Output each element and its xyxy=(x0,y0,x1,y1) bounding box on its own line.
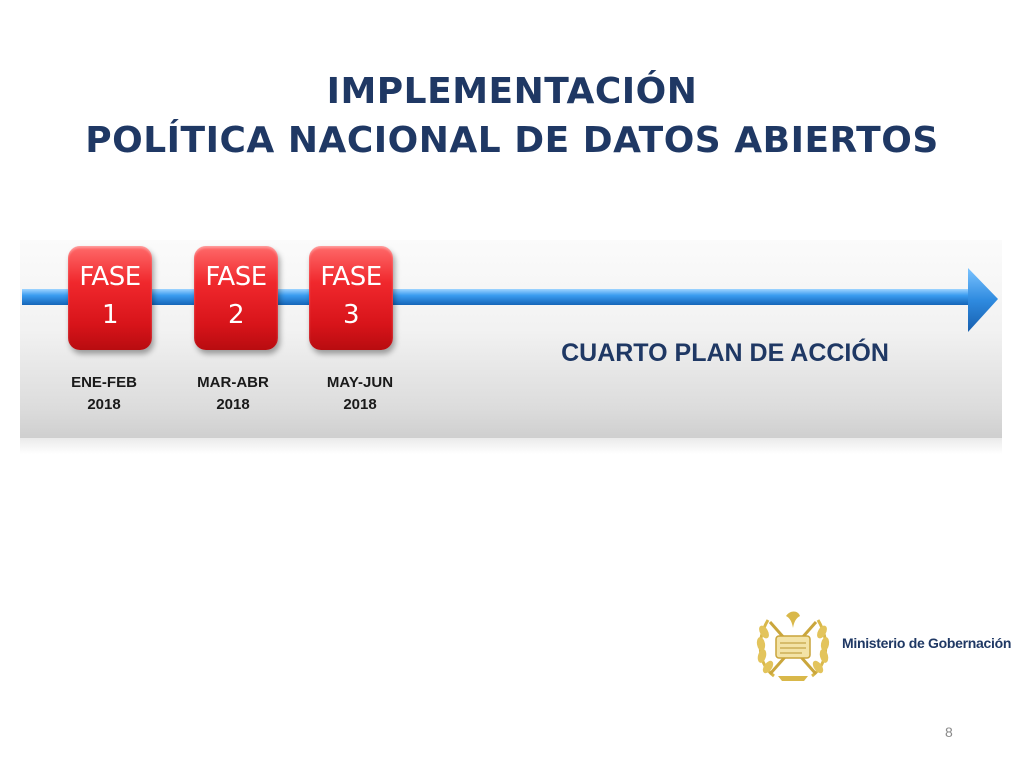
ministry-name: Ministerio de Gobernación xyxy=(842,635,1012,651)
phase-2-number: 2 xyxy=(227,300,245,330)
phase-3-period: MAY-JUN xyxy=(326,374,394,391)
title-line-2: POLÍTICA NACIONAL DE DATOS ABIERTOS xyxy=(85,120,939,161)
phase-1-year: 2018 xyxy=(87,396,121,413)
timeline-arrow-icon xyxy=(22,268,998,332)
phase-2-box: FASE 2 xyxy=(194,246,278,350)
phase-2-word: FASE xyxy=(205,262,267,292)
phase-3-number: 3 xyxy=(342,300,360,330)
plan-label: CUARTO PLAN DE ACCIÓN xyxy=(561,339,889,367)
page-number: 8 xyxy=(945,724,953,740)
phase-1-period: ENE-FEB xyxy=(71,374,137,391)
slide-title: IMPLEMENTACIÓN POLÍTICA NACIONAL DE DATO… xyxy=(0,68,1024,166)
phase-1-number: 1 xyxy=(101,300,119,330)
phase-2-date: MAR-ABR 2018 xyxy=(183,372,283,416)
coat-of-arms-icon xyxy=(756,611,830,681)
title-line-1: IMPLEMENTACIÓN xyxy=(326,71,698,112)
phase-1-box: FASE 1 xyxy=(68,246,152,350)
timeline-band-reflection xyxy=(20,438,1002,454)
phase-1-date: ENE-FEB 2018 xyxy=(54,372,154,416)
phase-3-year: 2018 xyxy=(343,396,377,413)
phase-3-box: FASE 3 xyxy=(309,246,393,350)
timeline-band xyxy=(20,240,1002,438)
phase-2-period: MAR-ABR xyxy=(197,374,269,391)
phase-1-word: FASE xyxy=(79,262,141,292)
phase-2-year: 2018 xyxy=(216,396,250,413)
phase-3-word: FASE xyxy=(320,262,382,292)
phase-3-date: MAY-JUN 2018 xyxy=(310,372,410,416)
